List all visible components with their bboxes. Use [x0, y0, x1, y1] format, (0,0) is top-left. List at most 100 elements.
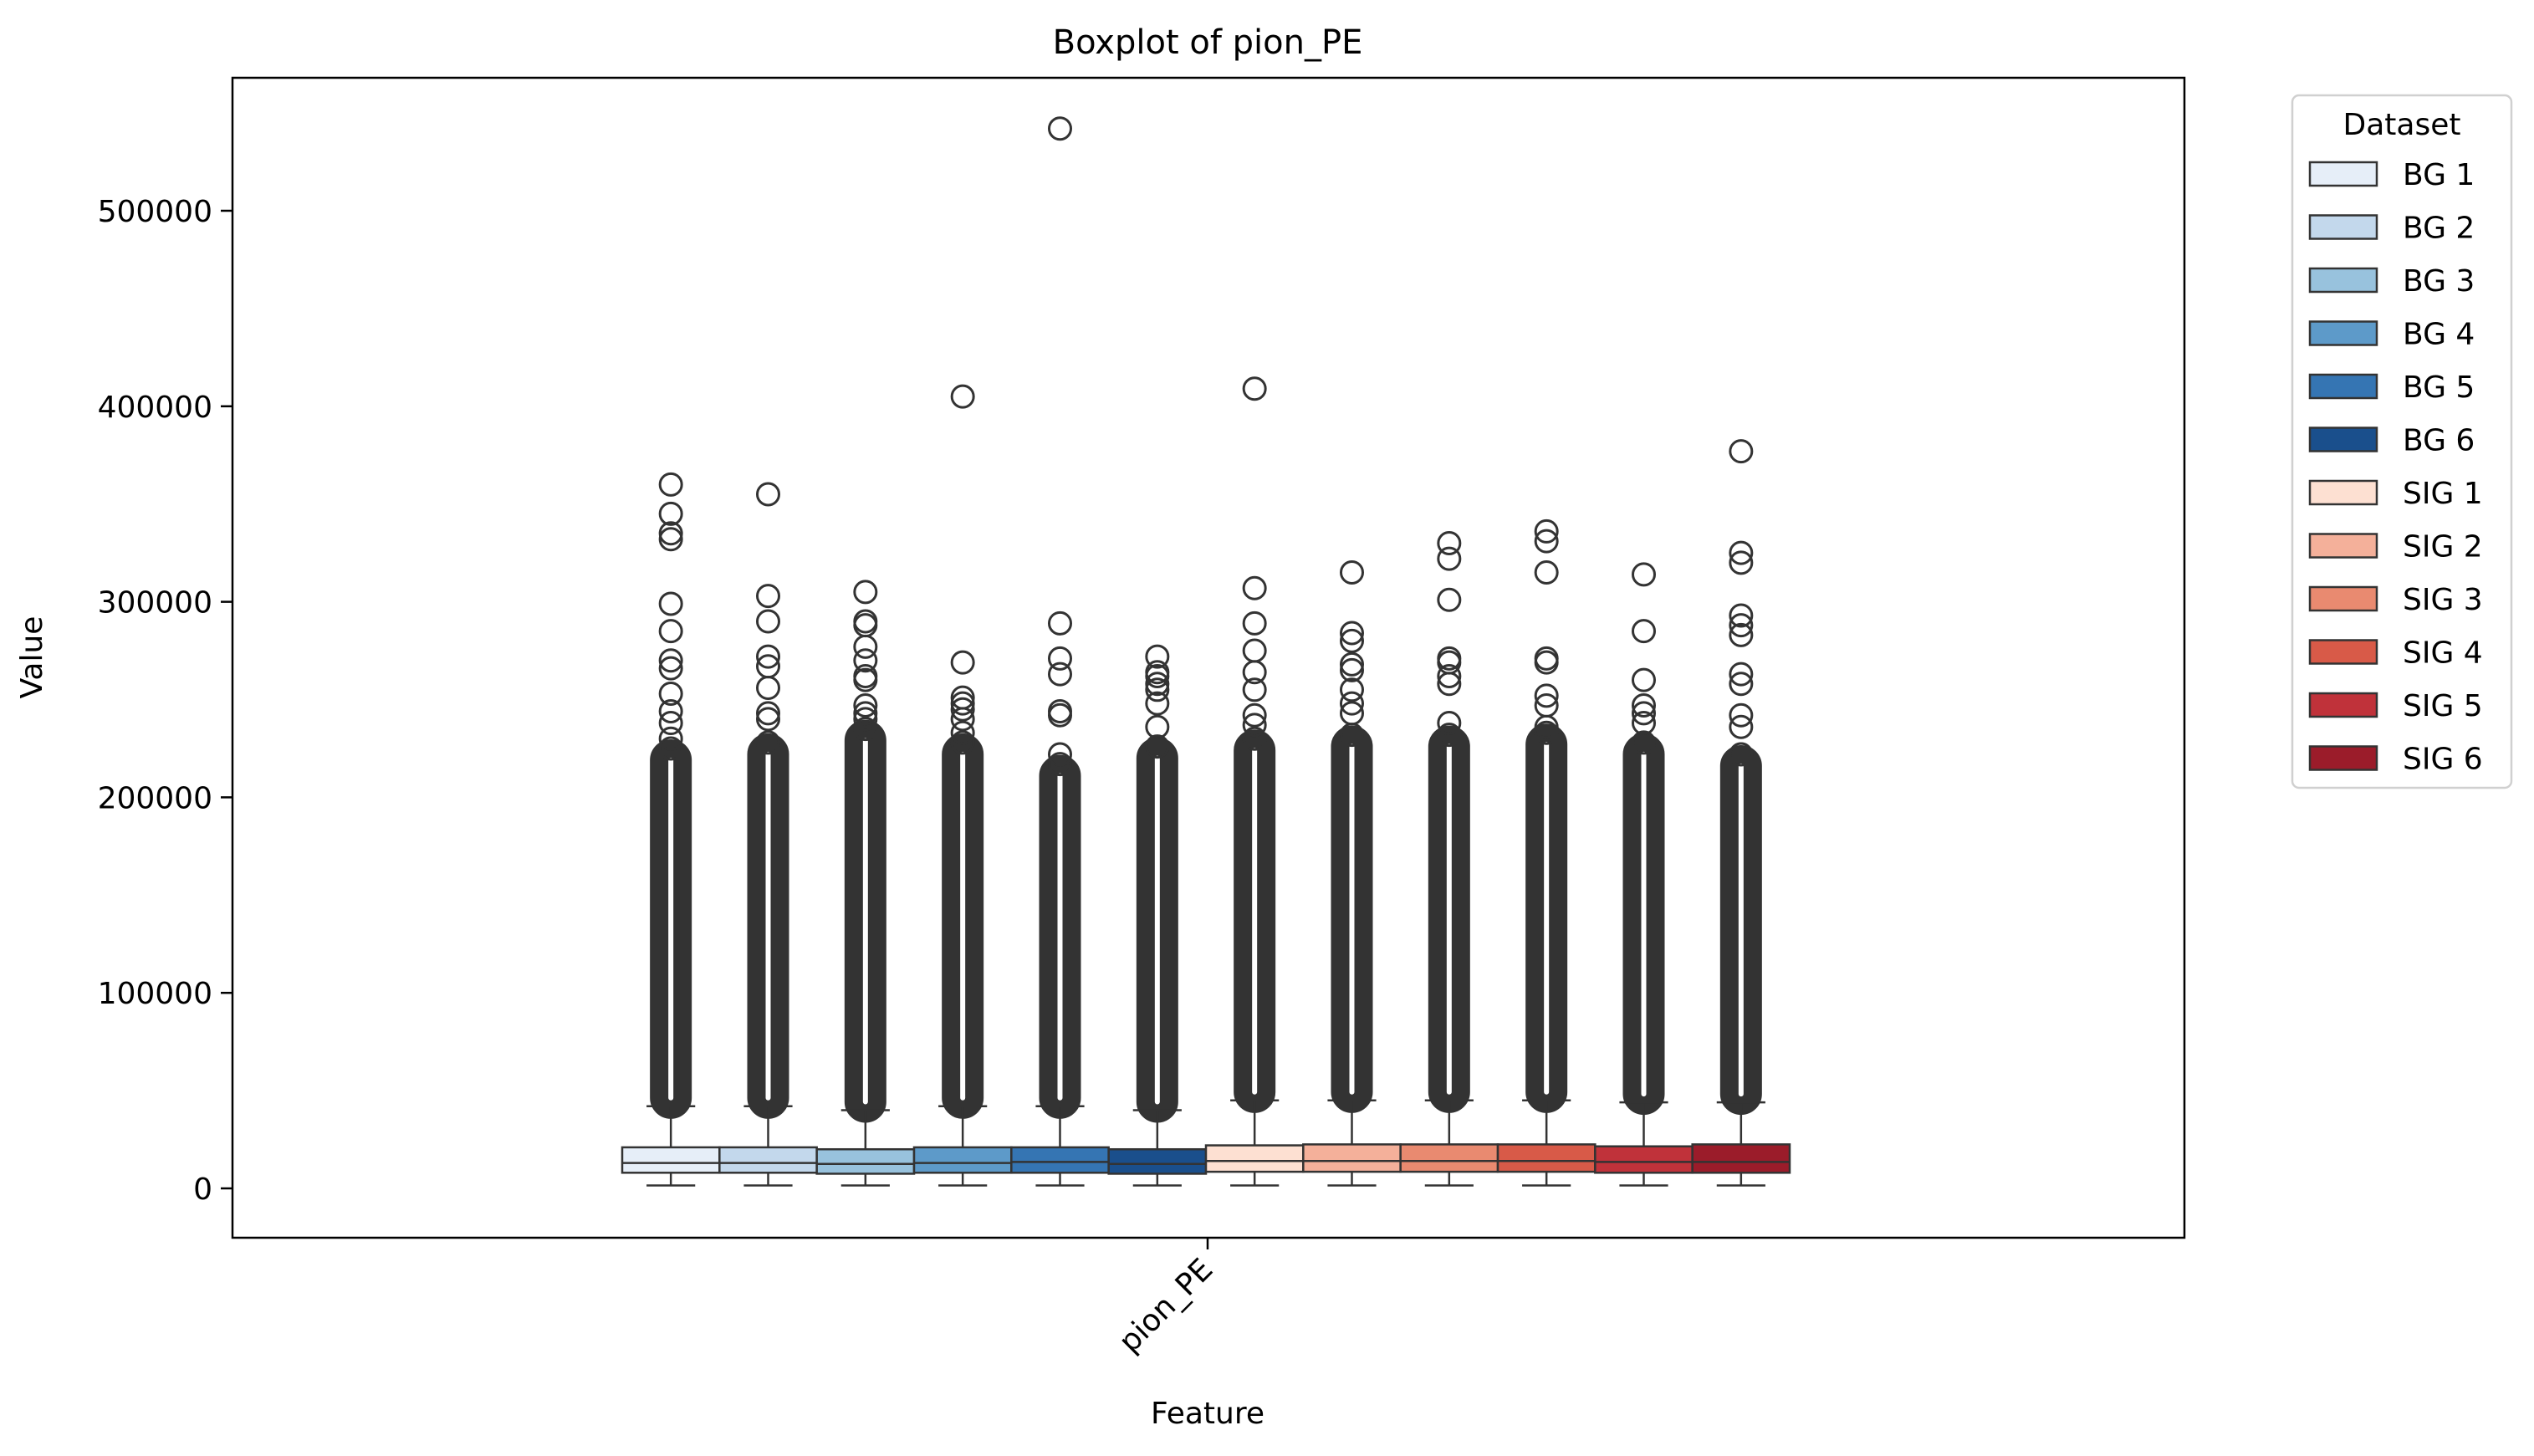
plot-frame: [231, 76, 2186, 1239]
legend-swatch: [2308, 427, 2378, 452]
outlier-point: [658, 656, 683, 681]
legend-label: BG 2: [2403, 212, 2475, 246]
box-iqr: [1302, 1143, 1402, 1173]
outlier-point: [1437, 546, 1462, 571]
outlier-point: [658, 521, 683, 546]
box-sig-5: [1594, 562, 1694, 1187]
outlier-point: [1729, 622, 1754, 647]
outlier-band: [1136, 737, 1178, 1123]
outlier-point: [658, 681, 683, 706]
box-iqr: [1010, 1146, 1110, 1174]
outlier-point: [950, 730, 975, 755]
legend-item: SIG 3: [2308, 583, 2483, 617]
outlier-point: [950, 720, 975, 745]
outlier-point: [1534, 720, 1559, 745]
outlier-point: [658, 619, 683, 644]
x-tick-label: pion_PE: [1112, 1252, 1219, 1359]
outlier-band: [1525, 723, 1568, 1113]
box-iqr: [1496, 1143, 1597, 1173]
outlier-point: [1048, 610, 1072, 636]
outlier-point: [1242, 610, 1267, 636]
outlier-point: [853, 693, 878, 718]
outlier-point: [756, 609, 780, 634]
outlier-point: [1534, 560, 1559, 585]
legend-label: SIG 2: [2403, 530, 2483, 565]
legend-label: SIG 4: [2403, 636, 2483, 671]
outlier-point: [1340, 560, 1364, 585]
box-bg-1: [621, 472, 721, 1187]
outlier-point: [1242, 677, 1267, 702]
outlier-point: [756, 644, 780, 669]
outlier-point: [1145, 691, 1170, 716]
outlier-point: [1340, 628, 1364, 653]
outlier-point: [1534, 529, 1559, 554]
outlier-point: [1437, 587, 1462, 612]
legend-label: BG 3: [2403, 264, 2475, 299]
legend-swatch: [2308, 745, 2378, 771]
outlier-band: [1039, 754, 1081, 1119]
legend-swatch: [2308, 585, 2378, 612]
outlier-point: [950, 697, 975, 722]
outlier-band: [844, 719, 886, 1123]
outlier-point: [1534, 519, 1559, 544]
legend-item: BG 4: [2308, 318, 2475, 352]
outlier-point: [756, 584, 780, 609]
outlier-point: [1729, 672, 1754, 697]
outlier-point: [1242, 702, 1267, 728]
outlier-point: [1729, 742, 1754, 767]
outlier-point: [1048, 702, 1072, 728]
outlier-point: [1242, 713, 1267, 738]
legend-item: SIG 2: [2308, 530, 2483, 565]
outlier-band: [1234, 729, 1276, 1113]
outlier-point: [1632, 693, 1656, 718]
outlier-point: [1437, 723, 1462, 748]
outlier-point: [1437, 530, 1462, 555]
outlier-point: [1340, 651, 1364, 677]
outlier-point: [1632, 701, 1656, 726]
outlier-point: [658, 501, 683, 526]
legend-item: BG 6: [2308, 424, 2475, 458]
box-sig-4: [1496, 519, 1597, 1187]
outlier-point: [756, 482, 780, 507]
outlier-point: [658, 736, 683, 761]
legend-item: SIG 5: [2308, 689, 2483, 723]
outlier-point: [1632, 730, 1656, 755]
outlier-point: [1048, 662, 1072, 687]
outlier-point: [1534, 714, 1559, 739]
outlier-point: [950, 707, 975, 732]
outlier-point: [1437, 663, 1462, 688]
legend-swatch: [2308, 161, 2378, 187]
outlier-point: [1242, 575, 1267, 600]
plot-area: [621, 116, 1791, 1187]
outlier-point: [853, 580, 878, 605]
outlier-point: [1729, 662, 1754, 687]
outlier-point: [1048, 752, 1072, 777]
outlier-point: [1729, 603, 1754, 628]
outlier-band: [747, 733, 789, 1119]
outlier-point: [1632, 711, 1656, 736]
chart-title: Boxplot of pion_PE: [1053, 23, 1363, 62]
box-iqr: [1204, 1144, 1305, 1173]
outlier-point: [950, 384, 975, 409]
legend-swatch: [2308, 692, 2378, 718]
y-axis-label: Value: [15, 616, 49, 699]
box-iqr: [718, 1146, 818, 1174]
outlier-point: [1729, 702, 1754, 728]
outlier-point: [756, 730, 780, 755]
outlier-point: [658, 699, 683, 724]
legend-swatch: [2308, 320, 2378, 346]
outlier-point: [950, 691, 975, 716]
outlier-point: [1340, 691, 1364, 716]
outlier-point: [1145, 677, 1170, 702]
legend-title: Dataset: [2343, 108, 2461, 142]
legend-label: BG 4: [2403, 318, 2475, 352]
legend-item: SIG 6: [2308, 743, 2483, 777]
x-axis: pion_PE: [1112, 1238, 1219, 1359]
outlier-point: [1145, 672, 1170, 697]
outlier-point: [1437, 711, 1462, 736]
legend-label: SIG 1: [2403, 477, 2483, 511]
outlier-point: [1145, 644, 1170, 669]
outlier-point: [658, 711, 683, 736]
outlier-band: [1719, 744, 1762, 1116]
